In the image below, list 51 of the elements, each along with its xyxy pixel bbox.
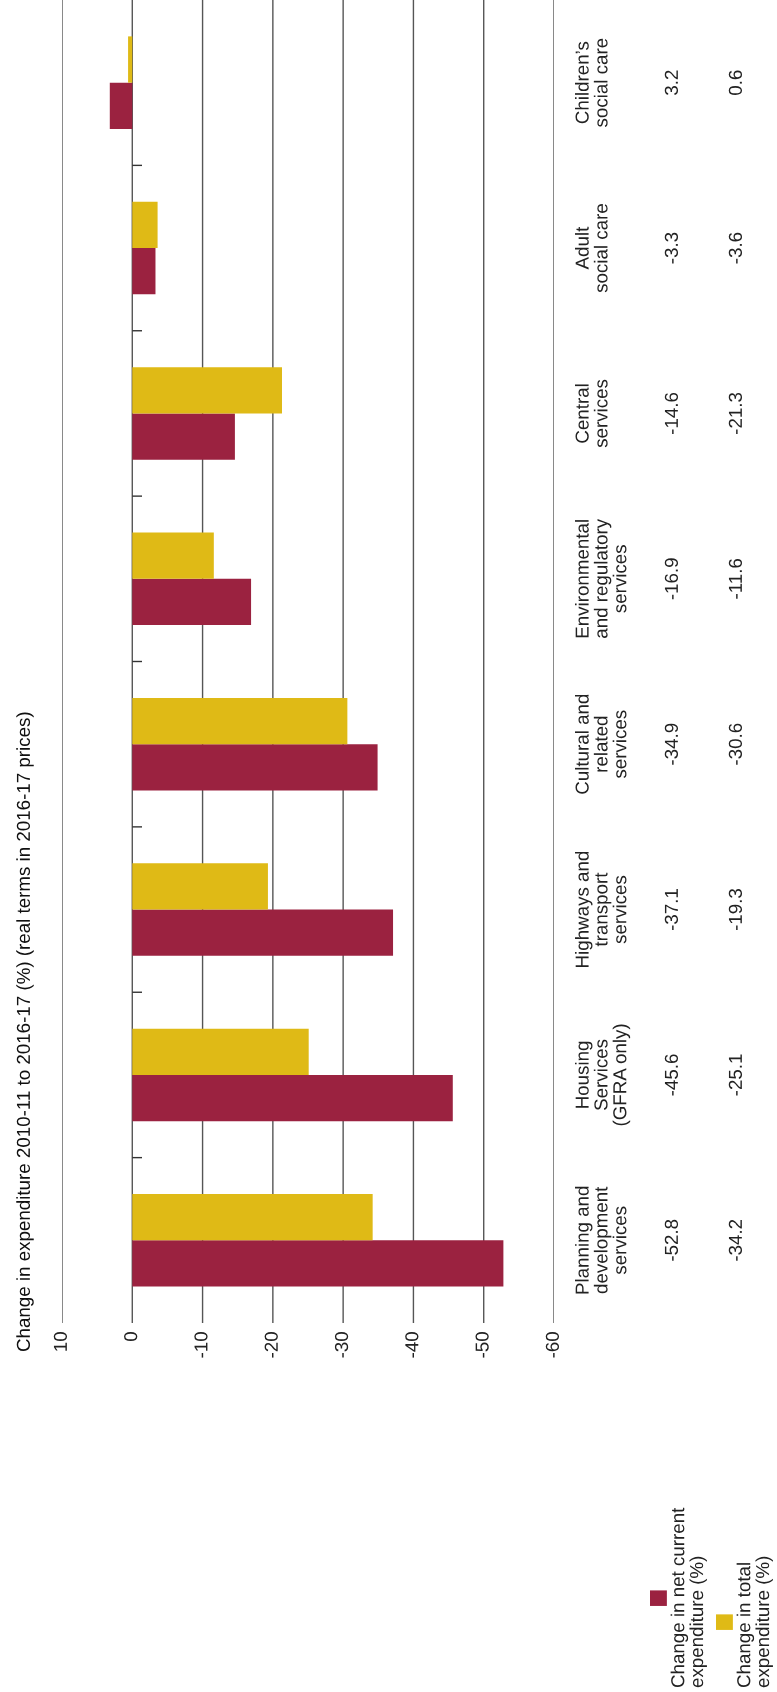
bar <box>132 532 214 579</box>
bar <box>132 578 252 626</box>
y-tick-label: Children’s social care <box>575 38 608 127</box>
data-label: -16.9 <box>664 558 679 600</box>
x-tick-label: -40 <box>405 1332 419 1358</box>
y-tick-label: Adult social care <box>575 204 608 293</box>
legend-label: Change in total expenditure (%) <box>736 1556 773 1688</box>
bar <box>132 1028 309 1075</box>
x-tick-label: 0 <box>124 1332 138 1342</box>
data-label: -25.1 <box>728 1054 743 1096</box>
bar <box>132 1194 373 1241</box>
x-tick-label: -50 <box>475 1332 489 1358</box>
bar <box>132 1240 504 1287</box>
y-tick-label: Highways and transport services <box>575 851 627 967</box>
bar <box>132 367 282 414</box>
data-label: -34.2 <box>728 1219 743 1261</box>
data-label: -3.6 <box>728 232 743 264</box>
x-tick-label: -10 <box>194 1332 208 1358</box>
bar <box>132 201 158 249</box>
data-label: -34.9 <box>664 723 679 765</box>
x-tick-label: -30 <box>334 1332 349 1358</box>
bar <box>109 82 133 129</box>
bar <box>128 36 133 83</box>
data-label: 0.6 <box>728 70 743 95</box>
y-tick-label: Housing Services (GFRA only) <box>575 1024 631 1126</box>
data-label: -30.6 <box>728 723 743 765</box>
data-label: -14.6 <box>664 392 679 434</box>
data-label: -11.6 <box>728 558 743 599</box>
y-tick-label: Environmental and regulatory services <box>575 518 627 638</box>
data-label: -45.6 <box>664 1054 679 1096</box>
bar <box>132 697 348 745</box>
data-label: 3.2 <box>664 70 679 95</box>
bar <box>132 1074 453 1122</box>
data-label: -52.8 <box>664 1219 679 1261</box>
bar <box>132 413 235 460</box>
bar <box>132 863 268 910</box>
y-tick-label: Central services <box>575 379 608 448</box>
x-tick-label: 10 <box>53 1332 68 1351</box>
text: Change in expenditure 2010-11 to 2016-17 (%) (real terms in 2016-17 prices) <box>16 712 34 1352</box>
data-label: -21.3 <box>728 392 743 434</box>
bar <box>132 744 378 791</box>
bar <box>132 909 394 956</box>
y-tick-label: Planning and development services <box>575 1186 627 1294</box>
legend-label: Change in net current expenditure (%) <box>670 1507 707 1688</box>
data-label: -19.3 <box>728 889 743 931</box>
x-tick-label: -60 <box>545 1332 560 1358</box>
y-tick-label: Cultural and related services <box>575 694 627 794</box>
x-tick-label: -20 <box>264 1332 278 1358</box>
bar <box>132 248 156 295</box>
data-label: -37.1 <box>664 889 679 931</box>
data-label: -3.3 <box>664 232 679 264</box>
